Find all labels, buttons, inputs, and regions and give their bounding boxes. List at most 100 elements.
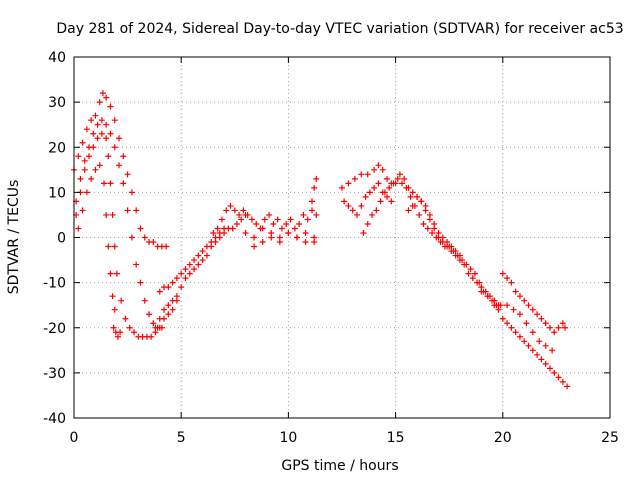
data-point [521, 297, 528, 304]
data-point [103, 121, 110, 128]
data-point [92, 166, 99, 173]
data-point [379, 189, 386, 196]
data-point [141, 297, 148, 304]
data-point [308, 198, 315, 205]
data-point [146, 311, 153, 318]
data-point [199, 248, 206, 255]
data-point [508, 324, 515, 331]
data-point [499, 315, 506, 322]
data-point [561, 324, 568, 331]
data-point [105, 243, 112, 250]
data-point [478, 288, 485, 295]
data-point [110, 324, 117, 331]
data-point [86, 144, 93, 151]
data-point [313, 175, 320, 182]
data-point [452, 252, 459, 259]
series-late-morning-cluster [210, 202, 320, 236]
data-point [471, 270, 478, 277]
data-point [373, 207, 380, 214]
data-point [555, 324, 562, 331]
y-tick-label: -20 [43, 321, 66, 337]
data-point [364, 171, 371, 178]
data-point [426, 216, 433, 223]
data-point [469, 275, 476, 282]
data-point [248, 216, 255, 223]
series-morning-low [75, 162, 118, 313]
y-tick-label: 40 [48, 50, 66, 66]
data-point [559, 378, 566, 385]
x-tick-label: 10 [279, 430, 297, 446]
data-point [75, 225, 82, 232]
data-point [103, 211, 110, 218]
data-point [161, 306, 168, 313]
data-point [186, 261, 193, 268]
x-tick-label: 0 [70, 430, 79, 446]
data-point [542, 342, 549, 349]
data-point [244, 211, 251, 218]
data-point [120, 180, 127, 187]
data-point [313, 211, 320, 218]
data-point [109, 293, 116, 300]
series-evening-b [499, 270, 568, 336]
data-point [251, 234, 258, 241]
data-point [118, 297, 125, 304]
data-point [444, 243, 451, 250]
data-point [169, 297, 176, 304]
data-point [191, 257, 198, 264]
data-point [394, 175, 401, 182]
data-point [351, 175, 358, 182]
x-axis-label: GPS time / hours [281, 458, 398, 474]
data-point [165, 302, 172, 309]
data-point [178, 284, 185, 291]
data-point [90, 130, 97, 137]
data-point [113, 270, 120, 277]
data-point [456, 257, 463, 264]
data-point [358, 202, 365, 209]
data-point [165, 284, 172, 291]
data-point [476, 279, 483, 286]
chart-title: Day 281 of 2024, Sidereal Day-to-day VTE… [56, 21, 623, 37]
data-point [377, 198, 384, 205]
data-point [304, 216, 311, 223]
series-late-morning-low [251, 229, 318, 250]
data-point [117, 329, 124, 336]
data-point [131, 329, 138, 336]
data-point [504, 302, 511, 309]
data-point [173, 275, 180, 282]
data-point [133, 207, 140, 214]
data-point [497, 302, 504, 309]
data-point [218, 216, 225, 223]
data-point [242, 229, 249, 236]
data-point [308, 207, 315, 214]
x-tick-label: 20 [494, 430, 512, 446]
data-point [148, 333, 155, 340]
data-point [414, 193, 421, 200]
data-point [559, 320, 566, 327]
data-point [523, 320, 530, 327]
data-point [358, 171, 365, 178]
data-point [538, 356, 545, 363]
series-recovery [152, 211, 249, 331]
data-point [111, 117, 118, 124]
data-point [150, 320, 157, 327]
data-point [137, 279, 144, 286]
data-point [173, 293, 180, 300]
data-point [525, 342, 532, 349]
data-point [467, 266, 474, 273]
data-point [564, 383, 571, 390]
data-point [141, 234, 148, 241]
data-point [101, 180, 108, 187]
data-point [369, 211, 376, 218]
data-point [534, 351, 541, 358]
data-point [424, 225, 431, 232]
data-point [302, 239, 309, 246]
data-point [88, 117, 95, 124]
data-point [311, 239, 318, 246]
data-point [126, 324, 133, 331]
data-point [499, 270, 506, 277]
data-point [158, 324, 165, 331]
data-point [435, 234, 442, 241]
data-point [339, 184, 345, 191]
data-point [512, 329, 519, 336]
data-point [150, 239, 157, 246]
